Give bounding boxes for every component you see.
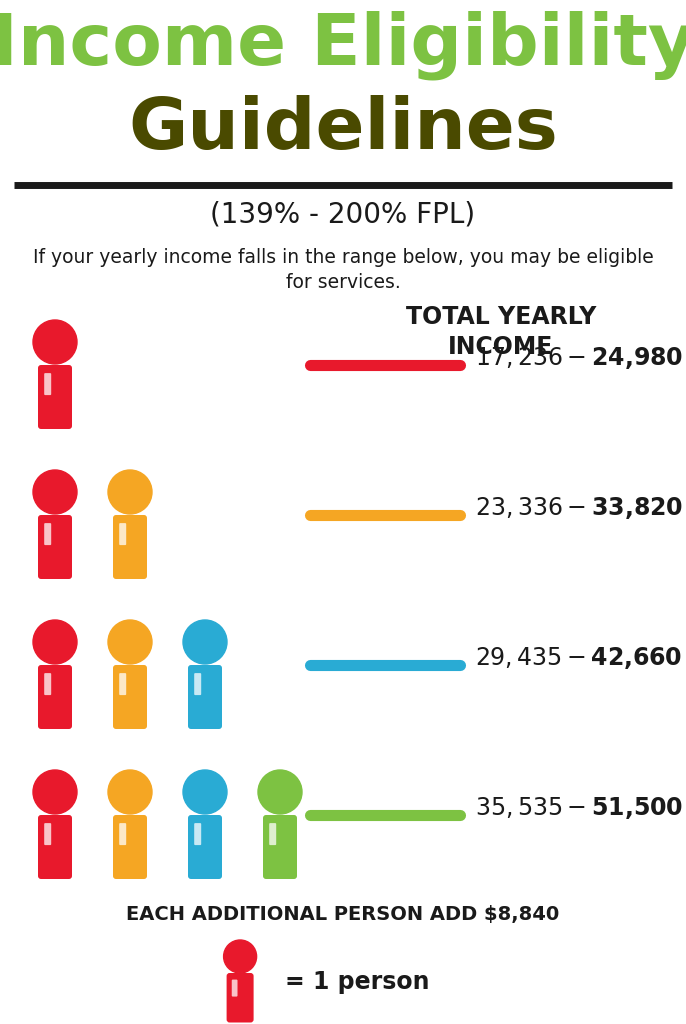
FancyBboxPatch shape (232, 980, 237, 996)
Circle shape (183, 620, 227, 664)
FancyBboxPatch shape (113, 515, 147, 579)
FancyBboxPatch shape (44, 373, 51, 395)
FancyBboxPatch shape (188, 665, 222, 729)
Circle shape (108, 470, 152, 514)
Circle shape (33, 470, 77, 514)
FancyBboxPatch shape (44, 673, 51, 695)
Text: Guidelines: Guidelines (128, 95, 558, 164)
FancyBboxPatch shape (38, 815, 72, 879)
Text: If your yearly income falls in the range below, you may be eligible
for services: If your yearly income falls in the range… (33, 248, 653, 292)
Circle shape (183, 770, 227, 814)
FancyBboxPatch shape (194, 673, 201, 695)
Text: $17, 236 - $24,980: $17, 236 - $24,980 (475, 345, 683, 371)
FancyBboxPatch shape (38, 665, 72, 729)
Text: Income Eligibility: Income Eligibility (0, 10, 686, 80)
Circle shape (108, 770, 152, 814)
FancyBboxPatch shape (44, 823, 51, 845)
Text: $23,336 - $33,820: $23,336 - $33,820 (475, 495, 683, 521)
Circle shape (224, 940, 257, 973)
Circle shape (33, 770, 77, 814)
Text: $29,435 - $42,660: $29,435 - $42,660 (475, 645, 682, 671)
FancyBboxPatch shape (119, 523, 126, 545)
FancyBboxPatch shape (263, 815, 297, 879)
FancyBboxPatch shape (113, 815, 147, 879)
Text: EACH ADDITIONAL PERSON ADD $8,840: EACH ADDITIONAL PERSON ADD $8,840 (126, 905, 560, 924)
FancyBboxPatch shape (269, 823, 276, 845)
FancyBboxPatch shape (226, 973, 254, 1023)
Circle shape (258, 770, 302, 814)
FancyBboxPatch shape (194, 823, 201, 845)
FancyBboxPatch shape (113, 665, 147, 729)
FancyBboxPatch shape (44, 523, 51, 545)
Circle shape (33, 620, 77, 664)
Text: TOTAL YEARLY
INCOME: TOTAL YEARLY INCOME (405, 305, 596, 358)
FancyBboxPatch shape (188, 815, 222, 879)
FancyBboxPatch shape (38, 515, 72, 579)
FancyBboxPatch shape (119, 673, 126, 695)
Text: = 1 person: = 1 person (285, 970, 429, 994)
FancyBboxPatch shape (38, 365, 72, 429)
Text: (139% - 200% FPL): (139% - 200% FPL) (211, 200, 475, 228)
Text: $35,535 - $51,500: $35,535 - $51,500 (475, 795, 683, 821)
Circle shape (108, 620, 152, 664)
Circle shape (33, 319, 77, 364)
FancyBboxPatch shape (119, 823, 126, 845)
